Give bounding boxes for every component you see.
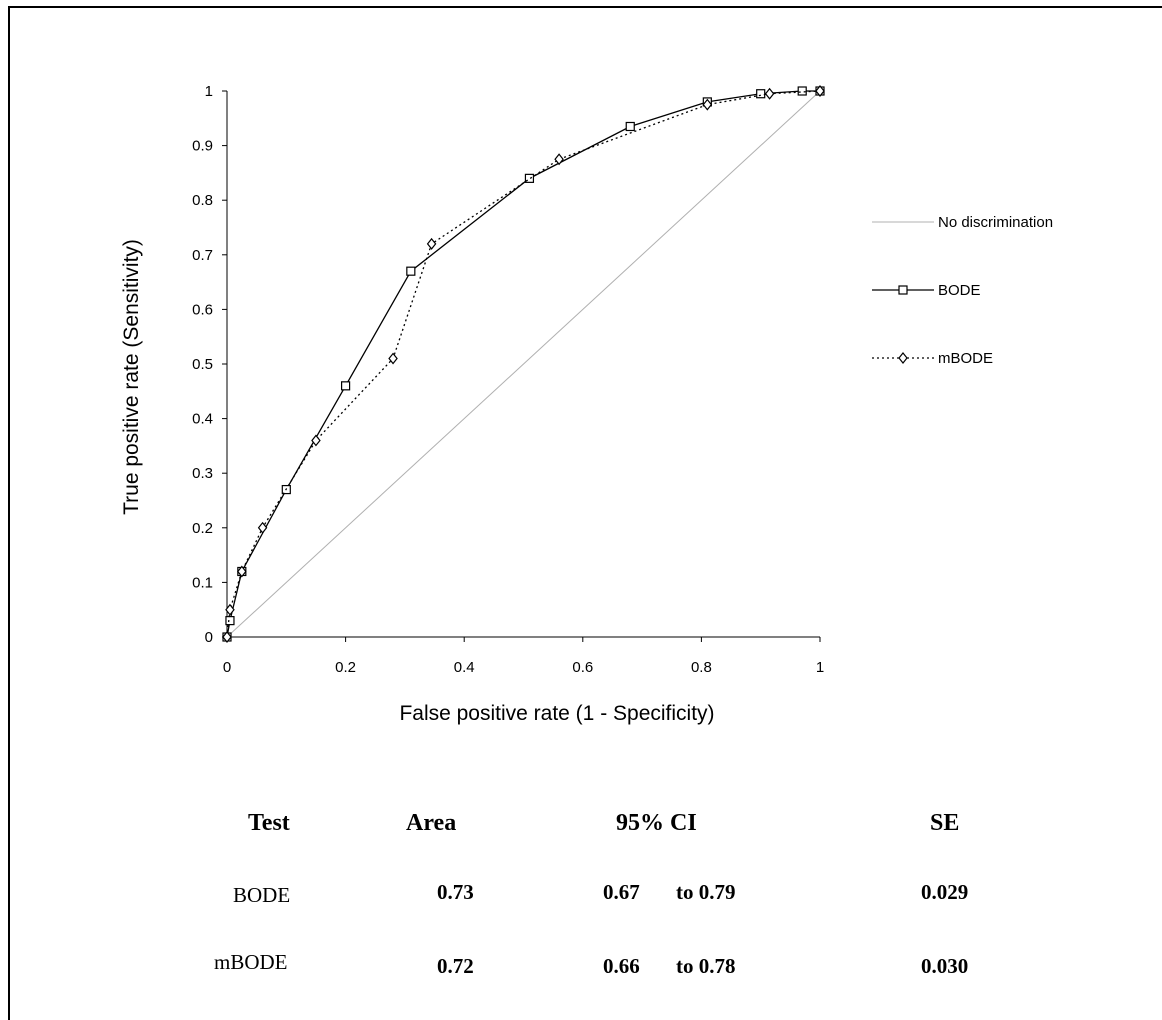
data-point-mbode — [764, 87, 775, 100]
data-point-mbode — [311, 434, 321, 447]
figure-frame — [8, 6, 1162, 1020]
data-point-mbode — [554, 153, 564, 166]
legend-item-no-discrimination: No discrimination — [872, 214, 1053, 231]
y-tick-label: 0.9 — [192, 138, 213, 155]
x-tick-label: 0.2 — [335, 659, 356, 676]
legend-marker-mbode — [898, 352, 908, 364]
series-no-discrimination — [226, 90, 821, 638]
x-axis-title: False positive rate (1 - Specificity) — [399, 702, 714, 725]
data-point-mbode — [702, 98, 713, 111]
data-point-bode — [524, 173, 535, 183]
y-tick-label: 0.4 — [192, 411, 213, 428]
data-point-bode — [756, 89, 766, 99]
data-point-mbode — [426, 237, 437, 250]
y-tick-label: 0.3 — [192, 465, 213, 482]
y-axis-title: True positive rate (Sensitivity) — [120, 239, 143, 515]
y-tick-label: 0.5 — [192, 356, 213, 373]
x-tick-label: 0.4 — [454, 659, 475, 676]
legend-item-bode: BODE — [872, 282, 981, 299]
x-tick-label: 0.8 — [691, 659, 712, 676]
y-tick-label: 0.2 — [192, 520, 213, 537]
chart-series-layer — [222, 85, 825, 643]
data-point-mbode — [237, 565, 247, 578]
legend-marker-bode — [898, 285, 908, 295]
data-point-bode — [797, 86, 807, 96]
x-tick-label: 0.6 — [572, 659, 593, 676]
series-mbode — [222, 85, 825, 643]
data-point-mbode — [225, 603, 235, 616]
x-tick-label: 1 — [816, 659, 824, 676]
data-point-mbode — [257, 521, 268, 534]
legend-label-bode: BODE — [938, 282, 981, 299]
y-tick-label: 0.6 — [192, 301, 213, 318]
legend-label-no-discrimination: No discrimination — [938, 214, 1053, 231]
legend-label-mbode: mBODE — [938, 350, 993, 367]
data-point-bode — [625, 121, 635, 132]
data-point-mbode — [815, 85, 825, 97]
chart-axes: 0 0.1 0.2 0.3 0.4 0.5 0.6 0.7 0.8 0.9 1 0 0.2 0.4 0.6 0… — [192, 83, 824, 676]
data-point-bode — [225, 616, 235, 626]
data-point-bode — [406, 266, 416, 276]
y-tick-label: 0 — [205, 629, 213, 646]
y-tick-label: 1 — [205, 83, 213, 100]
data-point-mbode — [222, 631, 232, 643]
y-tick-label: 0.8 — [192, 192, 213, 209]
chart-legend: No discrimination BODE mBODE — [872, 214, 1053, 367]
legend-item-mbode: mBODE — [872, 350, 993, 367]
y-tick-label: 0.7 — [192, 247, 213, 264]
series-line-no-discrimination — [226, 90, 821, 638]
data-point-bode — [341, 381, 351, 391]
data-point-mbode — [388, 352, 398, 365]
y-tick-label: 0.1 — [192, 574, 213, 591]
x-tick-label: 0 — [223, 659, 231, 676]
